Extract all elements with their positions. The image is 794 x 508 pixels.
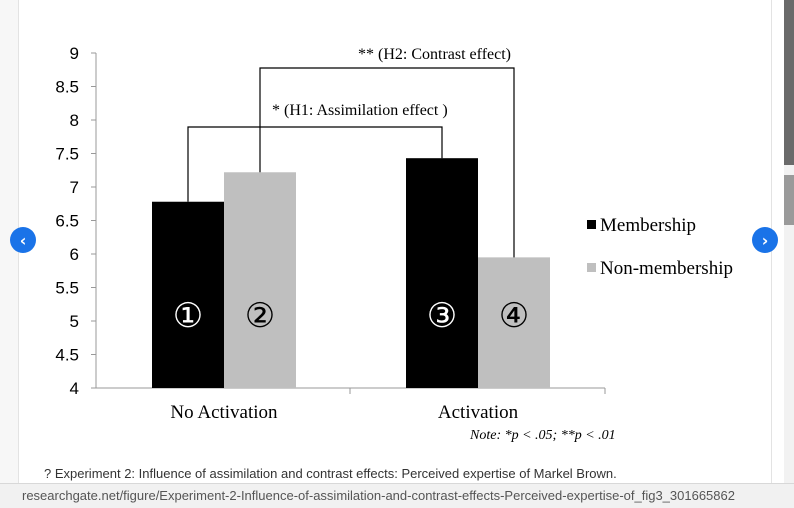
x-tick-label-no-activation: No Activation xyxy=(170,402,278,423)
y-tick-label: 8 xyxy=(70,111,79,130)
bar xyxy=(224,172,296,388)
significance-brackets xyxy=(187,67,515,258)
bar xyxy=(406,158,478,388)
y-tick-label: 4 xyxy=(70,379,79,398)
previous-figure-button[interactable]: ‹ xyxy=(10,227,36,253)
y-tick-label: 5 xyxy=(70,312,79,331)
legend-swatch-non-membership xyxy=(587,263,596,272)
left-panel-edge xyxy=(0,0,18,483)
h1-bracket xyxy=(187,126,443,202)
figure-caption: ? Experiment 2: Influence of assimilatio… xyxy=(44,466,617,481)
y-tick-label: 7.5 xyxy=(55,145,79,164)
adjacent-thumbnail[interactable] xyxy=(784,175,794,225)
x-tick-label-activation: Activation xyxy=(438,402,519,423)
adjacent-figure-strip[interactable] xyxy=(784,0,794,483)
bar-number-label: ② xyxy=(245,296,275,336)
bar-number-label: ① xyxy=(173,296,203,336)
chevron-left-icon: ‹ xyxy=(19,230,27,250)
bar-number-label: ③ xyxy=(427,296,457,336)
bar-number-label: ④ xyxy=(499,296,529,336)
next-figure-button[interactable]: › xyxy=(752,227,778,253)
chart-text: * (H1: Assimilation effect ) ** (H2: Con… xyxy=(170,46,733,443)
bar-chart: 4 4.5 5 5.5 6 6.5 7 7.5 8 8.5 9 ① ② ③ ④ * (H1: Assimi… xyxy=(55,44,733,443)
legend-label-non-membership: Non-membership xyxy=(600,258,733,279)
bars: ① ② ③ ④ xyxy=(152,158,550,388)
y-tick-label: 6 xyxy=(70,245,79,264)
bar xyxy=(478,257,550,388)
legend-label-membership: Membership xyxy=(600,215,696,236)
bar xyxy=(152,201,224,388)
y-tick-label: 5.5 xyxy=(55,279,79,298)
adjacent-thumbnail[interactable] xyxy=(784,0,794,165)
figure-url[interactable]: researchgate.net/figure/Experiment-2-Inf… xyxy=(22,488,735,503)
y-tick-label: 6.5 xyxy=(55,212,79,231)
chevron-right-icon: › xyxy=(761,230,769,250)
y-tick-label: 7 xyxy=(70,178,79,197)
y-tick-label: 4.5 xyxy=(55,346,79,365)
axes: 4 4.5 5 5.5 6 6.5 7 7.5 8 8.5 9 xyxy=(55,44,606,398)
url-status-bar: researchgate.net/figure/Experiment-2-Inf… xyxy=(0,483,794,508)
h1-annotation: * (H1: Assimilation effect ) xyxy=(272,102,448,119)
y-tick-label: 9 xyxy=(70,44,79,63)
y-tick-label: 8.5 xyxy=(55,78,79,97)
h2-annotation: ** (H2: Contrast effect) xyxy=(358,46,511,63)
legend-swatch-membership xyxy=(587,220,596,229)
significance-note: Note: *p < .05; **p < .01 xyxy=(469,428,616,443)
h2-bracket xyxy=(259,67,515,258)
